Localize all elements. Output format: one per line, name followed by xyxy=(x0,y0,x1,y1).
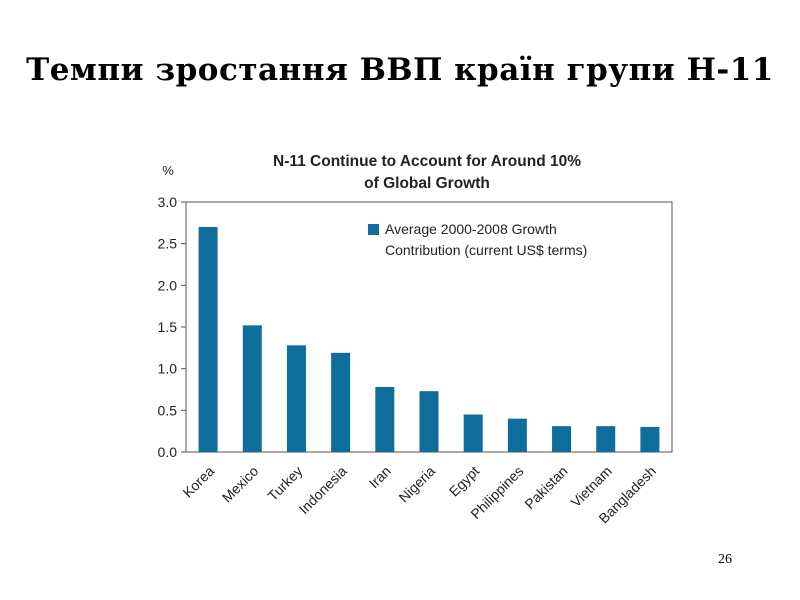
bar-vietnam xyxy=(596,426,616,452)
legend-text-line1: Average 2000-2008 Growth xyxy=(385,221,557,237)
bar-indonesia xyxy=(331,352,351,452)
bar-nigeria xyxy=(419,391,439,452)
x-tick-label-iran: Iran xyxy=(366,463,394,491)
bar-egypt xyxy=(463,414,483,452)
legend-swatch xyxy=(368,224,379,235)
y-tick-label: 1.5 xyxy=(158,319,178,335)
chart-title-line2: of Global Growth xyxy=(364,175,490,192)
x-tick-label-turkey: Turkey xyxy=(264,463,305,504)
slide-title: Темпи зростання ВВП країн групи Н-11 xyxy=(26,52,774,88)
y-tick-label: 0.5 xyxy=(158,402,178,418)
y-tick-label: 1.0 xyxy=(158,361,178,377)
y-axis: 0.0 0.5 1.0 1.5 2.0 2.5 3.0 xyxy=(158,194,186,460)
x-tick-label-indonesia: Indonesia xyxy=(296,463,350,517)
bar-philippines xyxy=(507,418,527,452)
y-axis-label: % xyxy=(162,163,174,178)
y-tick-label: 3.0 xyxy=(158,194,178,210)
chart-title-line1: N-11 Continue to Account for Around 10% xyxy=(273,153,581,170)
x-tick-label-pakistan: Pakistan xyxy=(521,463,570,512)
y-tick-label: 0.0 xyxy=(158,444,178,460)
y-tick-label: 2.5 xyxy=(158,236,178,252)
x-tick-label-egypt: Egypt xyxy=(446,463,483,500)
bar-pakistan xyxy=(552,426,572,452)
x-tick-label-korea: Korea xyxy=(179,463,217,501)
x-tick-label-nigeria: Nigeria xyxy=(395,463,438,506)
bar-iran xyxy=(375,387,395,452)
bar-turkey xyxy=(286,345,306,452)
page-number: 26 xyxy=(718,552,732,567)
bar-korea xyxy=(198,227,218,452)
legend: Average 2000-2008 Growth Contribution (c… xyxy=(368,221,587,258)
bar-series xyxy=(198,227,660,452)
y-tick-label: 2.0 xyxy=(158,277,178,293)
legend-text-line2: Contribution (current US$ terms) xyxy=(385,242,587,258)
bar-bangladesh xyxy=(640,427,660,452)
bar-mexico xyxy=(242,325,262,452)
x-tick-label-mexico: Mexico xyxy=(219,463,262,506)
